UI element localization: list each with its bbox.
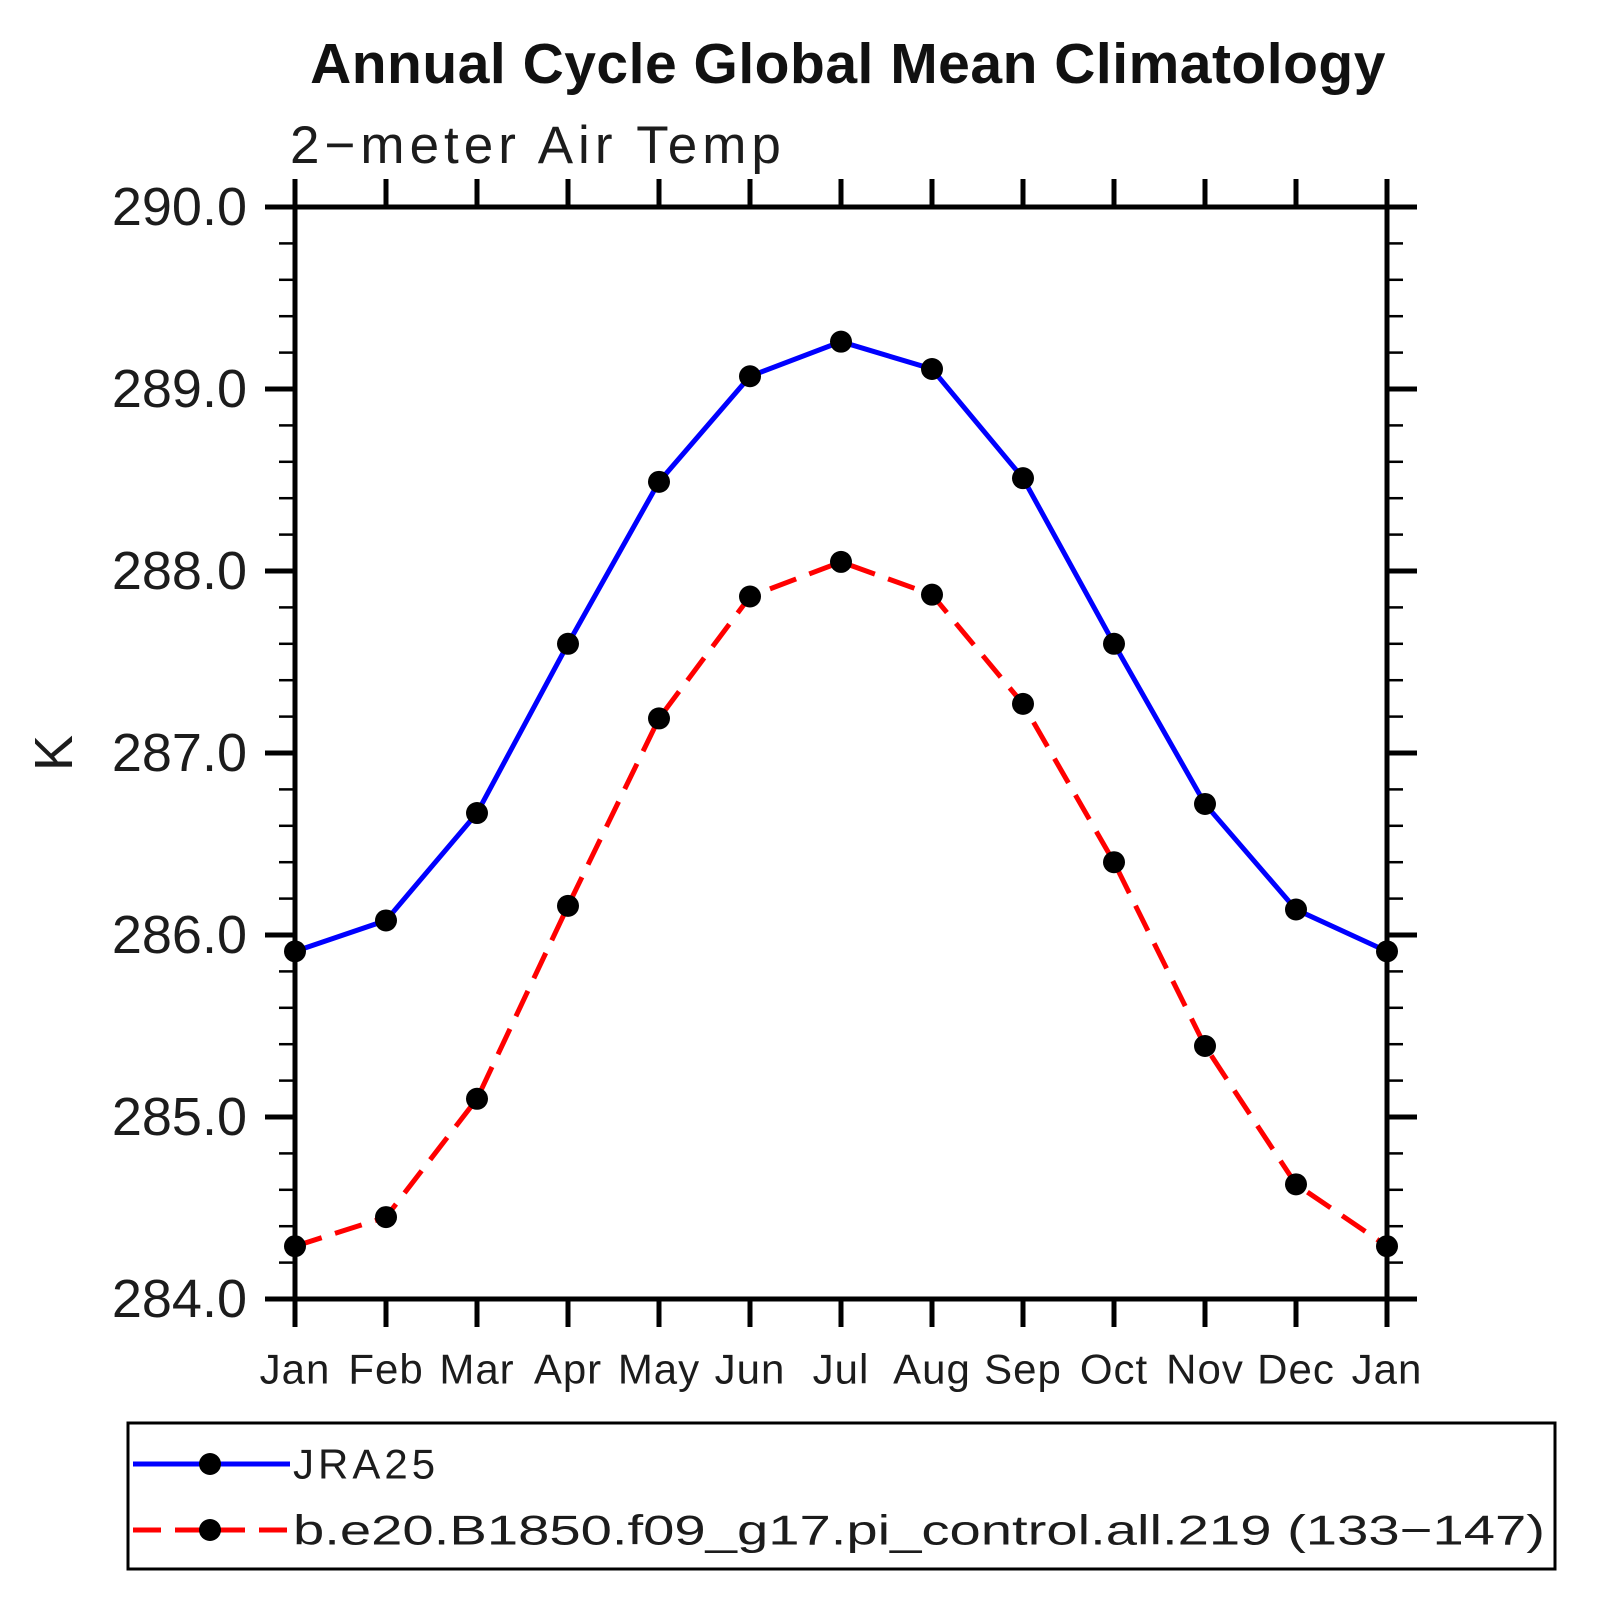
data-point-marker [1012, 467, 1034, 490]
data-point-marker [1376, 940, 1398, 963]
data-point-marker [284, 1235, 306, 1258]
y-tick-labels: 290.0 289.0 288.0 287.0 286.0 285.0 284.0 [112, 177, 247, 1329]
data-point-marker [648, 707, 670, 730]
legend-marker-dot [199, 1519, 221, 1541]
x-tick-label: Oct [1080, 1346, 1148, 1393]
legend-label-model-run: b.e20.B1850.f09_g17.pi_control.all.219 (… [293, 1507, 1545, 1554]
series-line-1 [294, 559, 1389, 1249]
x-tick-label: Feb [348, 1346, 423, 1393]
data-point-marker [648, 470, 670, 493]
data-point-marker [1103, 851, 1125, 874]
x-tick-label: Jan [1352, 1346, 1423, 1393]
plot-axes [265, 179, 1417, 1327]
data-point-marker [1012, 692, 1034, 715]
legend-box [126, 1421, 1557, 1571]
x-tick-label: Aug [893, 1346, 971, 1393]
x-tick-label: Jan [260, 1346, 331, 1393]
x-tick-label: Dec [1257, 1346, 1335, 1393]
data-point-marker [830, 550, 852, 573]
data-point-marker [921, 583, 943, 606]
x-tick-label: Mar [439, 1346, 514, 1393]
y-tick-label: 286.0 [112, 905, 247, 965]
y-tick-label: 290.0 [112, 177, 247, 237]
data-point-marker [1194, 1035, 1216, 1058]
data-point-marker [466, 1087, 488, 1110]
data-point-marker [1285, 898, 1307, 921]
data-point-marker [1194, 792, 1216, 815]
x-tick-label: May [618, 1346, 700, 1393]
data-point-marker [375, 909, 397, 932]
data-point-marker [375, 1206, 397, 1229]
data-point-marker [739, 365, 761, 388]
data-point-marker [284, 940, 306, 963]
y-tick-label: 289.0 [112, 359, 247, 419]
data-point-marker [1103, 632, 1125, 655]
data-point-marker [739, 585, 761, 608]
y-tick-label: 288.0 [112, 541, 247, 601]
x-tick-label: Jun [715, 1346, 786, 1393]
y-tick-label: 285.0 [112, 1087, 247, 1147]
data-point-marker [1285, 1173, 1307, 1196]
x-tick-label: Jul [813, 1346, 870, 1393]
y-tick-label: 287.0 [112, 723, 247, 783]
data-point-marker [557, 632, 579, 655]
chart-subtitle: 2−meter Air Temp [290, 116, 786, 175]
data-point-marker [466, 802, 488, 825]
x-tick-label: Apr [534, 1346, 602, 1393]
data-point-marker [830, 330, 852, 353]
data-point-marker [1376, 1235, 1398, 1258]
x-tick-label: Sep [984, 1346, 1062, 1393]
y-axis-label: K [24, 735, 84, 771]
plot-border [292, 204, 1390, 1302]
x-tick-labels: Jan Feb Mar Apr May Jun Jul Aug Sep Oct Nov Dec Jan [260, 1346, 1423, 1393]
legend: JRA25 b.e20.B1850.f09_g17.pi_control.all… [126, 1421, 1557, 1571]
chart-title: Annual Cycle Global Mean Climatology [310, 32, 1386, 96]
series-lines [284, 330, 1398, 1258]
data-point-marker [557, 894, 579, 917]
y-tick-label: 284.0 [112, 1269, 247, 1329]
x-tick-label: Nov [1166, 1346, 1244, 1393]
legend-label-jra25: JRA25 [293, 1441, 439, 1488]
series-line-0 [294, 339, 1389, 954]
data-point-marker [921, 357, 943, 380]
legend-entry-model: b.e20.B1850.f09_g17.pi_control.all.219 (… [133, 1507, 1545, 1554]
legend-entry-jra25: JRA25 [133, 1441, 439, 1488]
legend-marker-dot [199, 1453, 221, 1475]
